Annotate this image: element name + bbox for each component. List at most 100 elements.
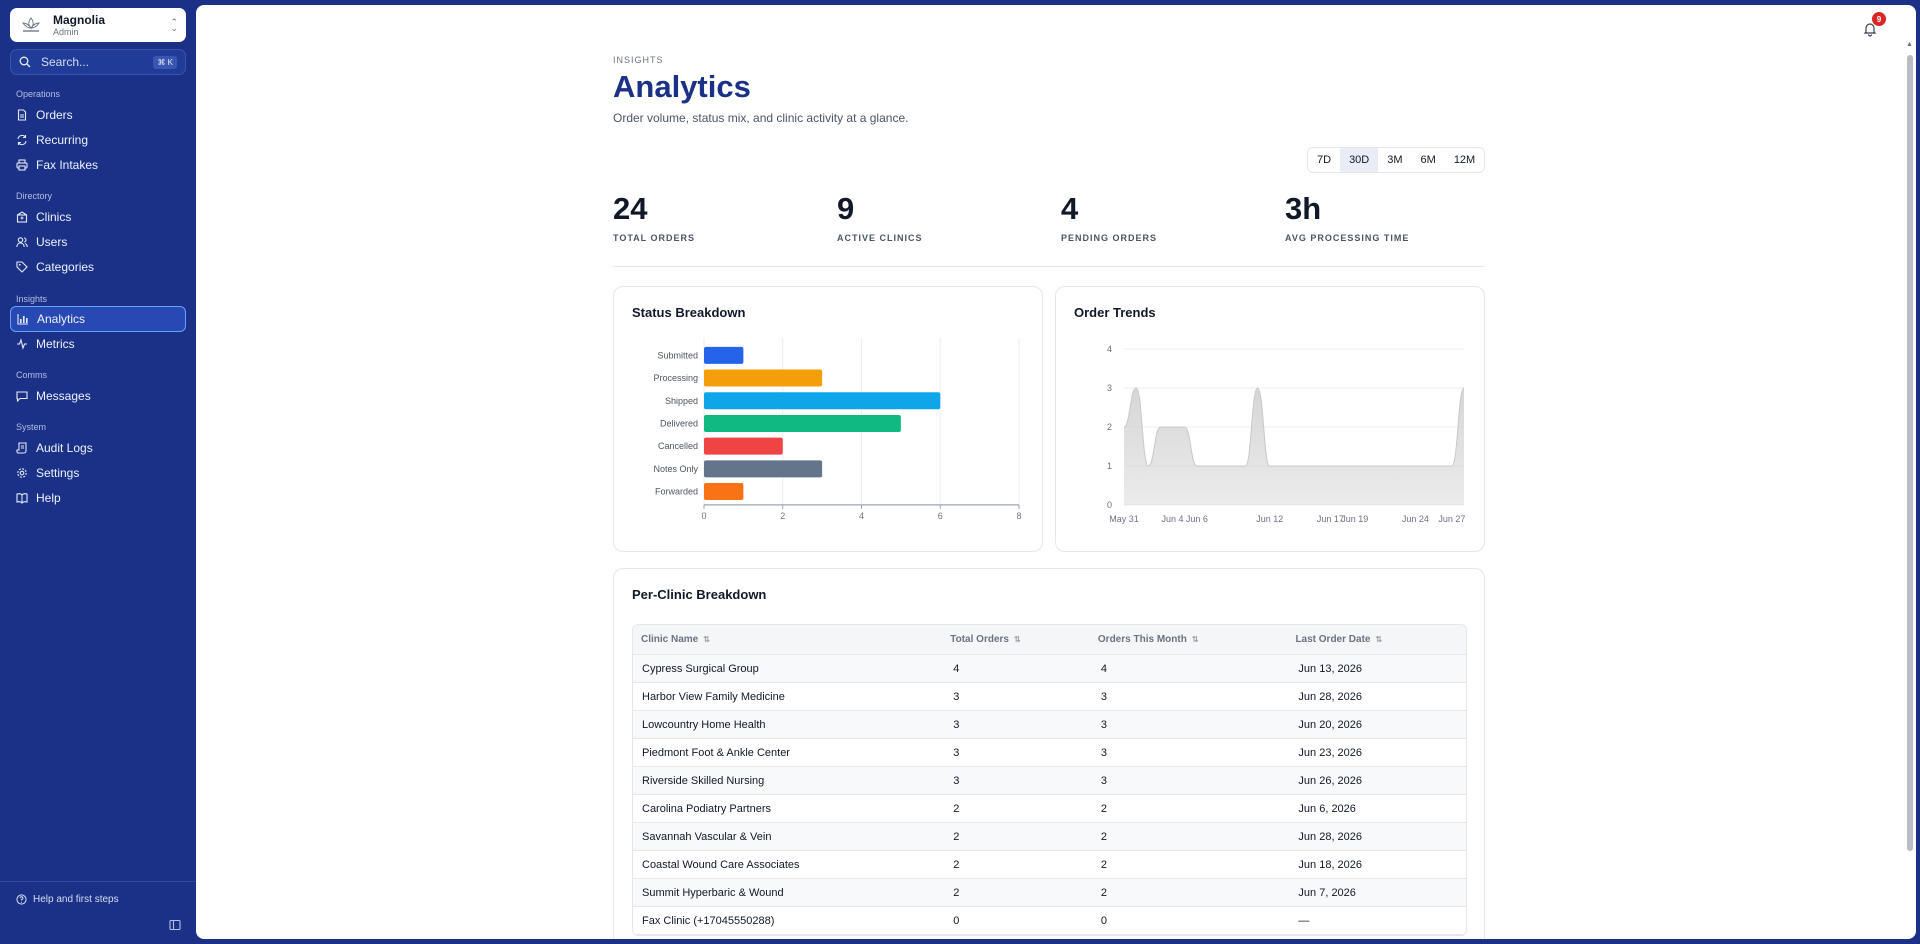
sidebar-item-help[interactable]: Help (10, 486, 186, 510)
bell-icon (1863, 23, 1877, 37)
sidebar-item-label: Help (36, 491, 61, 505)
help-first-steps-link[interactable]: Help and first steps (16, 894, 119, 905)
x-tick-label: May 31 (1109, 514, 1139, 524)
sort-icon: ⇅ (1191, 635, 1199, 644)
sidebar-item-messages[interactable]: Messages (10, 384, 186, 408)
table-body: Cypress Surgical Group 4 4 Jun 13, 2026 Harb… (633, 655, 1466, 935)
column-header-last-order-date[interactable]: Last Order Date ⇅ (1287, 634, 1466, 645)
notification-count-badge: 9 (1872, 12, 1886, 26)
column-header-orders-this-month[interactable]: Orders This Month ⇅ (1090, 634, 1288, 645)
cell-orders-this-month: 3 (1100, 718, 1108, 731)
stat-avg-processing-time: 3h AVG PROCESSING TIME (1285, 191, 1409, 243)
document-icon (17, 109, 27, 121)
table-row[interactable]: Carolina Podiatry Partners 2 2 Jun 6, 2026 (633, 795, 1466, 823)
category-label: Delivered (660, 418, 698, 428)
table-row[interactable]: Riverside Skilled Nursing 3 3 Jun 26, 2026 (633, 767, 1466, 795)
nav-section-insights: Insights (16, 294, 48, 304)
sidebar-item-categories[interactable]: Categories (10, 255, 186, 279)
column-label: Clinic Name (641, 634, 699, 645)
sidebar-item-orders[interactable]: Orders (10, 103, 186, 127)
sidebar-item-users[interactable]: Users (10, 230, 186, 254)
category-label: Shipped (665, 396, 698, 406)
sidebar-item-clinics[interactable]: Clinics (10, 205, 186, 229)
sidebar-divider (0, 881, 196, 882)
stats-divider (613, 266, 1485, 267)
y-tick-label: 3 (1107, 383, 1112, 393)
range-30d-button[interactable]: 30D (1340, 148, 1379, 172)
stat-label: PENDING ORDERS (1061, 233, 1158, 243)
main-content: 9 ▲ INSIGHTS Analytics Order volume, sta… (196, 5, 1916, 939)
book-icon (16, 493, 28, 504)
table-row[interactable]: Savannah Vascular & Vein 2 2 Jun 28, 2026 (633, 823, 1466, 851)
column-header-clinic-name[interactable]: Clinic Name ⇅ (633, 634, 942, 645)
sidebar-item-label: Clinics (36, 210, 72, 224)
page-eyebrow: INSIGHTS (613, 55, 664, 65)
sidebar: Magnolia Admin ⌃ ⌄ Search... ⌘ K Operatio… (0, 0, 196, 944)
x-tick-label: 4 (859, 511, 864, 521)
stat-value: 4 (1061, 191, 1079, 226)
stat-label: AVG PROCESSING TIME (1285, 233, 1410, 243)
sort-icon: ⇅ (1013, 635, 1021, 644)
range-12m-button[interactable]: 12M (1453, 154, 1476, 166)
cell-orders-this-month: 2 (1100, 830, 1108, 843)
table-row[interactable]: Coastal Wound Care Associates 2 2 Jun 18, 2… (633, 851, 1466, 879)
bar-shipped (704, 392, 941, 410)
cell-clinic-name: Savannah Vascular & Vein (642, 830, 772, 843)
sidebar-item-metrics[interactable]: Metrics (10, 332, 186, 356)
search-input[interactable]: Search... ⌘ K (10, 49, 186, 75)
sidebar-item-label: Audit Logs (36, 441, 93, 455)
table-row[interactable]: Fax Clinic (+17045550288) 0 0 — (633, 907, 1466, 935)
cell-total-orders: 0 (953, 914, 960, 927)
message-icon (16, 391, 28, 402)
table-header: Clinic Name ⇅ Total Orders ⇅ Orders This M… (633, 625, 1466, 655)
table-row[interactable]: Summit Hyperbaric & Wound 2 2 Jun 7, 2026 (633, 879, 1466, 907)
table-row[interactable]: Harbor View Family Medicine 3 3 Jun 28, 202… (633, 683, 1466, 711)
cell-orders-this-month: 3 (1100, 690, 1108, 703)
cell-total-orders: 2 (953, 858, 960, 871)
nav-section-operations: Operations (16, 89, 61, 99)
refresh-icon (17, 134, 27, 146)
cell-clinic-name: Harbor View Family Medicine (642, 690, 785, 703)
sidebar-item-fax-intakes[interactable]: Fax Intakes (10, 153, 186, 177)
table-row[interactable]: Piedmont Foot & Ankle Center 3 3 Jun 23, 20… (633, 739, 1466, 767)
stat-value: 9 (837, 191, 855, 226)
help-first-steps-label: Help and first steps (33, 894, 119, 905)
y-tick-label: 0 (1107, 500, 1112, 510)
range-7d-button[interactable]: 7D (1317, 154, 1332, 166)
sidebar-collapse-icon[interactable] (169, 918, 181, 936)
bar-delivered (704, 414, 901, 432)
cell-total-orders: 3 (953, 746, 960, 759)
x-tick-label: 6 (938, 511, 943, 521)
scrollbar[interactable]: ▲ (1906, 41, 1914, 931)
stat-label: ACTIVE CLINICS (837, 233, 923, 243)
column-header-total-orders[interactable]: Total Orders ⇅ (942, 634, 1090, 645)
sidebar-item-settings[interactable]: Settings (10, 461, 186, 485)
org-switcher[interactable]: Magnolia Admin ⌃ ⌄ (10, 8, 186, 42)
chevron-updown-icon: ⌃ ⌄ (170, 17, 178, 33)
stat-value: 3h (1285, 191, 1322, 226)
printer-icon (16, 159, 28, 171)
scrollbar-thumb[interactable] (1907, 55, 1913, 851)
y-tick-label: 2 (1107, 422, 1112, 432)
org-role: Admin (53, 26, 79, 37)
table-row[interactable]: Cypress Surgical Group 4 4 Jun 13, 2026 (633, 655, 1466, 683)
cell-clinic-name: Piedmont Foot & Ankle Center (642, 746, 790, 759)
x-tick-label: 2 (780, 511, 785, 521)
cell-last-order-date: Jun 23, 2026 (1298, 746, 1363, 759)
cell-total-orders: 3 (953, 718, 960, 731)
range-6m-button[interactable]: 6M (1420, 154, 1436, 166)
cell-last-order-date: Jun 28, 2026 (1298, 690, 1363, 703)
sidebar-item-analytics[interactable]: Analytics (10, 306, 186, 332)
trend-line (1123, 387, 1465, 467)
sidebar-item-audit-logs[interactable]: Audit Logs (10, 436, 186, 460)
range-3m-button[interactable]: 3M (1387, 154, 1403, 166)
scroll-up-arrow-icon[interactable]: ▲ (1906, 41, 1913, 48)
bar-processing (704, 369, 823, 387)
column-label: Last Order Date (1295, 634, 1371, 645)
notifications-button[interactable]: 9 (1862, 12, 1886, 37)
table-row[interactable]: Lowcountry Home Health 3 3 Jun 20, 2026 (633, 711, 1466, 739)
column-label: Total Orders (950, 634, 1009, 645)
cell-clinic-name: Cypress Surgical Group (642, 662, 759, 675)
cell-total-orders: 3 (953, 690, 960, 703)
sidebar-item-recurring[interactable]: Recurring (10, 128, 186, 152)
